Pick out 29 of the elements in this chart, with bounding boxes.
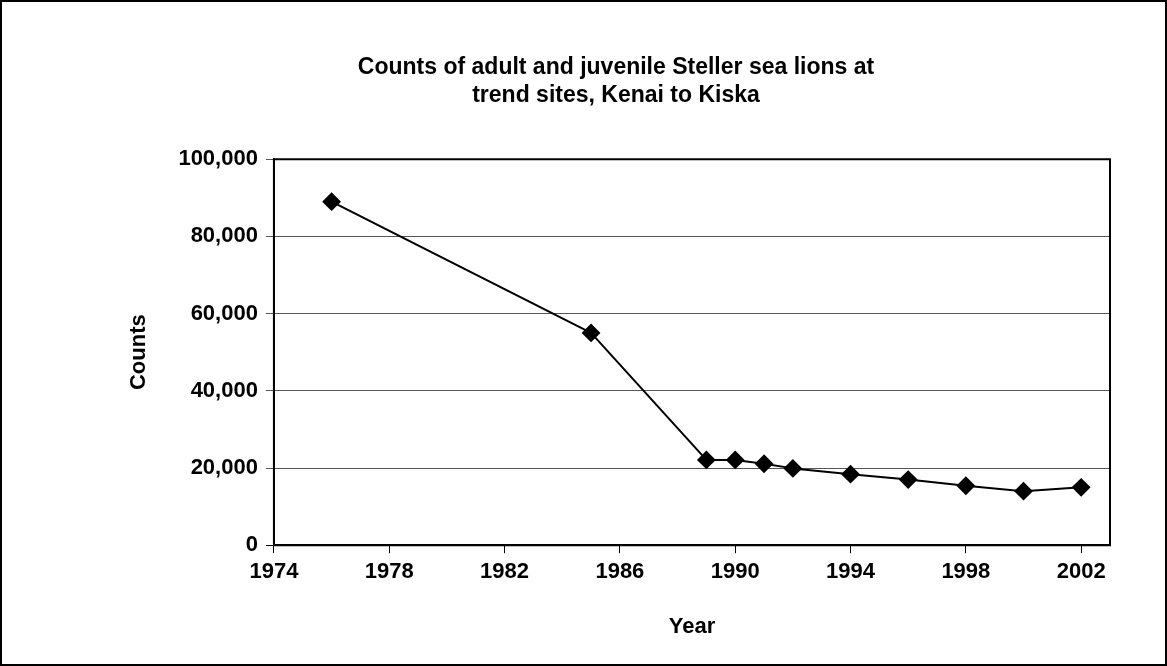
point xyxy=(956,476,975,495)
x-tick-label: 2002 xyxy=(1056,558,1106,584)
y-tick-label: 20,000 xyxy=(190,454,258,480)
y-tick-label: 80,000 xyxy=(190,222,258,248)
y-axis-title: Counts xyxy=(125,314,151,391)
point xyxy=(899,470,918,489)
x-tick-label: 1998 xyxy=(941,558,991,584)
text: Counts of adult and juvenile Steller sea lions at xyxy=(357,53,875,80)
y-tick-label: 60,000 xyxy=(190,299,258,325)
x-tick-label: 1994 xyxy=(826,558,876,584)
x-tick-label: 1974 xyxy=(249,558,300,584)
point xyxy=(726,450,745,469)
point xyxy=(755,454,774,473)
x-axis-title: Year xyxy=(668,612,716,638)
point xyxy=(783,459,802,478)
point xyxy=(582,323,601,342)
point xyxy=(1072,478,1091,497)
x-tick-label: 1978 xyxy=(364,558,414,584)
point xyxy=(841,465,860,484)
text: trend sites, Kenai to Kiska xyxy=(472,80,760,107)
x-tick-label: 1982 xyxy=(480,558,530,584)
point xyxy=(697,450,716,469)
y-tick-label: 100,000 xyxy=(178,145,258,171)
x-tick-label: 1990 xyxy=(710,558,760,584)
x-tick-label: 1986 xyxy=(595,558,645,584)
y-tick-label: 0 xyxy=(245,531,258,557)
point xyxy=(322,192,341,211)
point xyxy=(1014,482,1033,501)
y-tick-label: 40,000 xyxy=(190,376,258,402)
